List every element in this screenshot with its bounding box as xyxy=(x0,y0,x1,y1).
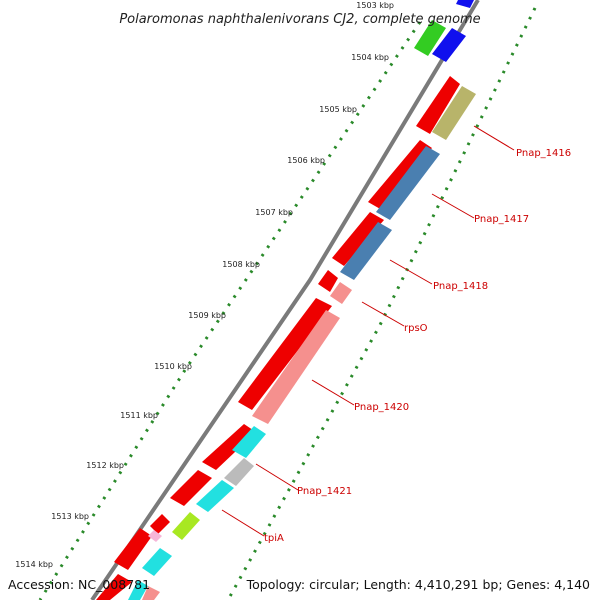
kbp-label: 1512 kbp xyxy=(86,461,124,470)
outer-tick-ring xyxy=(226,7,537,600)
gene-cyan-2 xyxy=(196,480,234,512)
inner-tick-ring xyxy=(38,21,422,600)
gene-cyan-3 xyxy=(142,548,172,576)
gene-red-6 xyxy=(202,424,256,470)
gene-grey xyxy=(224,458,254,486)
kbp-label: 1511 kbp xyxy=(120,411,158,420)
top-genes xyxy=(414,0,474,62)
gene-pink-small xyxy=(142,586,160,600)
backbone-ring xyxy=(90,0,480,600)
kbp-label: 1504 kbp xyxy=(351,53,389,62)
gene-cyan-1 xyxy=(232,426,266,458)
kbp-label: 1507 kbp xyxy=(255,208,293,217)
kbp-label: 1506 kbp xyxy=(287,156,325,165)
gene-label-rpso: rpsO xyxy=(404,323,428,334)
gene-red-10 xyxy=(96,574,132,600)
kbp-label: 1505 kbp xyxy=(319,105,357,114)
gene-cyan-4 xyxy=(128,580,148,600)
label-connectors xyxy=(221,125,515,537)
gene-blue-1 xyxy=(432,28,466,62)
gene-blue-2 xyxy=(456,0,474,8)
gene-red-9 xyxy=(114,528,152,570)
gene-red-7 xyxy=(170,470,212,506)
kbp-label: 1509 kbp xyxy=(188,311,226,320)
kbp-tick-labels: 1503 kbp 1504 kbp 1505 kbp 1506 kbp 1507… xyxy=(15,1,394,569)
gene-label-pnap-1420: Pnap_1420 xyxy=(354,402,409,413)
gene-label-pnap-1418: Pnap_1418 xyxy=(433,281,488,292)
gene-labels: Pnap_1416 Pnap_1417 Pnap_1418 rpsO Pnap_… xyxy=(264,148,571,544)
kbp-label: 1503 kbp xyxy=(356,1,394,10)
gene-green xyxy=(414,20,446,56)
gene-red-1 xyxy=(416,76,460,134)
genome-summary-text: Topology: circular; Length: 4,410,291 bp… xyxy=(246,577,590,592)
gene-olive xyxy=(432,86,476,140)
map-title: Polaromonas naphthalenivorans CJ2, compl… xyxy=(119,12,480,27)
gene-red-4 xyxy=(318,270,338,292)
gene-lightpink xyxy=(148,530,162,542)
gene-red-5 xyxy=(238,298,332,410)
gene-red-3 xyxy=(332,212,384,266)
kbp-label: 1513 kbp xyxy=(51,512,89,521)
accession-text: Accession: NC_008781 xyxy=(8,577,151,592)
gene-label-pnap-1421: Pnap_1421 xyxy=(297,486,352,497)
reverse-strand-genes xyxy=(128,86,476,600)
forward-strand-genes xyxy=(96,76,460,600)
gene-yellowgreen xyxy=(172,512,200,540)
gene-red-2 xyxy=(368,140,432,210)
kbp-label: 1510 kbp xyxy=(154,362,192,371)
gene-pink-rpso xyxy=(330,282,352,304)
kbp-label: 1514 kbp xyxy=(15,560,53,569)
gene-label-pnap-1417: Pnap_1417 xyxy=(474,214,529,225)
gene-label-tpia: tpiA xyxy=(264,533,284,544)
kbp-label: 1508 kbp xyxy=(222,260,260,269)
gene-steelblue-1 xyxy=(376,146,440,220)
gene-steelblue-2 xyxy=(340,222,392,280)
gene-red-8 xyxy=(150,514,170,534)
gene-label-pnap-1416: Pnap_1416 xyxy=(516,148,571,159)
gene-pink-1420 xyxy=(252,310,340,424)
